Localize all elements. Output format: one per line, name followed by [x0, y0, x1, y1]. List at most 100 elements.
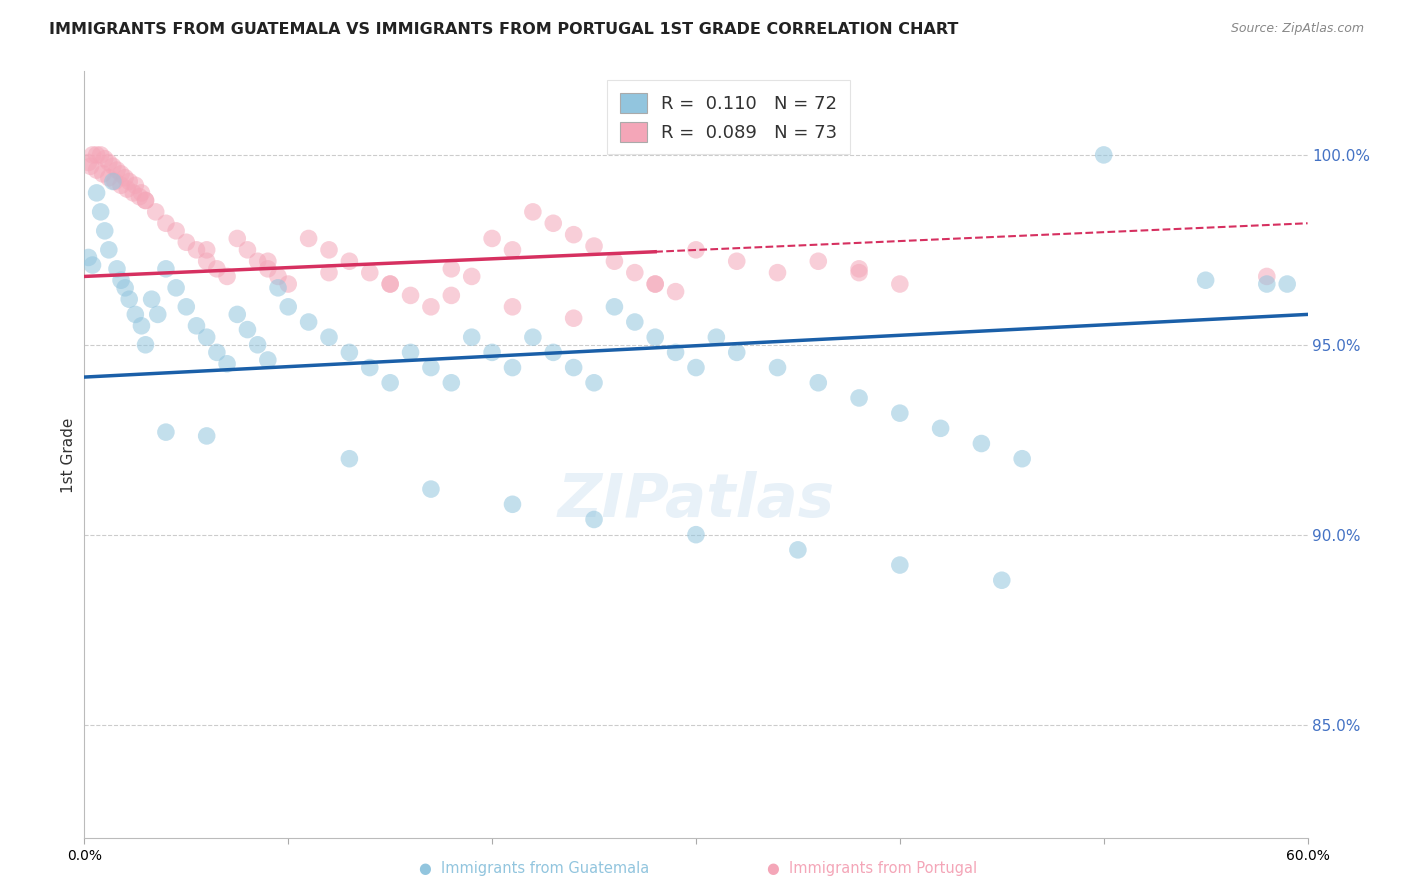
Point	[1092, 148, 1115, 162]
Point	[481, 345, 503, 359]
Point	[644, 277, 666, 291]
Point	[298, 315, 321, 329]
Point	[257, 353, 280, 368]
Point	[246, 338, 269, 352]
Point	[122, 186, 145, 200]
Point	[217, 357, 239, 371]
Point	[236, 323, 259, 337]
Point	[562, 311, 585, 326]
Point	[110, 273, 132, 287]
Point	[970, 436, 993, 450]
Point	[115, 182, 138, 196]
Point	[82, 258, 104, 272]
Point	[502, 243, 524, 257]
Point	[155, 261, 177, 276]
Point	[82, 148, 104, 162]
Point	[114, 170, 136, 185]
Point	[298, 231, 321, 245]
Point	[603, 300, 626, 314]
Point	[399, 288, 422, 302]
Text: ZIPatlas: ZIPatlas	[557, 472, 835, 531]
Point	[562, 360, 585, 375]
Point	[502, 360, 524, 375]
Point	[165, 281, 187, 295]
Point	[339, 254, 361, 268]
Point	[79, 159, 101, 173]
Point	[165, 224, 187, 238]
Point	[725, 345, 748, 359]
Point	[97, 243, 120, 257]
Point	[665, 345, 688, 359]
Point	[1256, 277, 1278, 291]
Point	[118, 174, 141, 188]
Point	[420, 482, 443, 496]
Point	[236, 243, 259, 257]
Point	[1256, 269, 1278, 284]
Point	[135, 194, 157, 208]
Point	[205, 345, 228, 359]
Point	[380, 277, 402, 291]
Point	[267, 281, 290, 295]
Point	[277, 300, 299, 314]
Point	[562, 227, 585, 242]
Point	[644, 277, 666, 291]
Point	[481, 231, 503, 245]
Point	[583, 239, 606, 253]
Point	[685, 243, 707, 257]
Point	[90, 205, 112, 219]
Point	[97, 170, 120, 185]
Point	[174, 235, 197, 250]
Point	[889, 558, 911, 572]
Point	[583, 512, 606, 526]
Point	[124, 307, 146, 321]
Point	[277, 277, 299, 291]
Point	[131, 186, 153, 200]
Point	[1011, 451, 1033, 466]
Point	[104, 174, 127, 188]
Point	[86, 186, 108, 200]
Point	[502, 497, 524, 511]
Point	[380, 376, 402, 390]
Point	[318, 266, 340, 280]
Point	[725, 254, 748, 268]
Point	[135, 194, 157, 208]
Point	[522, 205, 544, 219]
Point	[195, 243, 218, 257]
Text: IMMIGRANTS FROM GUATEMALA VS IMMIGRANTS FROM PORTUGAL 1ST GRADE CORRELATION CHAR: IMMIGRANTS FROM GUATEMALA VS IMMIGRANTS …	[49, 22, 959, 37]
Point	[665, 285, 688, 299]
Point	[685, 527, 707, 541]
Point	[195, 330, 218, 344]
Point	[114, 281, 136, 295]
Text: ●  Immigrants from Guatemala: ● Immigrants from Guatemala	[419, 861, 650, 876]
Point	[118, 292, 141, 306]
Point	[603, 254, 626, 268]
Point	[124, 178, 146, 193]
Point	[93, 224, 115, 238]
Point	[889, 406, 911, 420]
Point	[624, 266, 647, 280]
Point	[174, 300, 197, 314]
Point	[145, 205, 167, 219]
Point	[86, 148, 108, 162]
Text: ●  Immigrants from Portugal: ● Immigrants from Portugal	[766, 861, 977, 876]
Point	[420, 360, 443, 375]
Point	[461, 330, 484, 344]
Point	[155, 216, 177, 230]
Point	[848, 266, 870, 280]
Point	[339, 451, 361, 466]
Point	[848, 391, 870, 405]
Point	[766, 266, 789, 280]
Point	[146, 307, 169, 321]
Point	[399, 345, 422, 359]
Point	[522, 330, 544, 344]
Point	[440, 376, 463, 390]
Point	[339, 345, 361, 359]
Point	[267, 269, 290, 284]
Point	[186, 243, 208, 257]
Point	[131, 318, 153, 333]
Point	[318, 330, 340, 344]
Point	[1195, 273, 1218, 287]
Point	[91, 167, 114, 181]
Point	[1277, 277, 1299, 291]
Point	[246, 254, 269, 268]
